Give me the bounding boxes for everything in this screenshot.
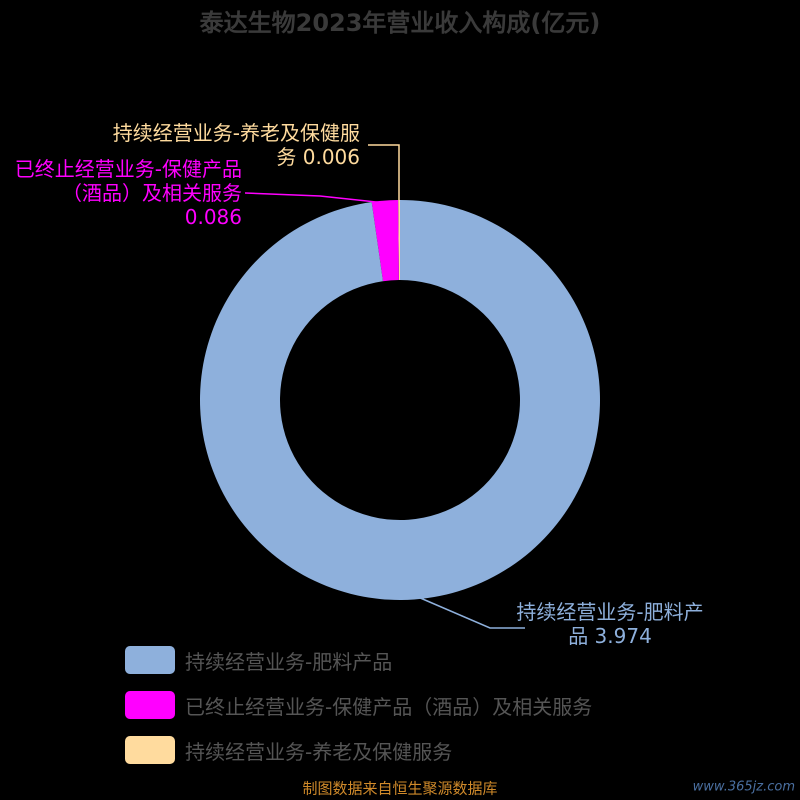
legend-item: 持续经营业务-肥料产品 bbox=[125, 645, 392, 675]
label-name: 已终止经营业务-保健产品（酒品）及相关服务 bbox=[14, 157, 242, 205]
label-name: 持续经营业务-肥料产品 bbox=[516, 600, 704, 648]
label-value: 3.974 bbox=[594, 624, 652, 648]
donut-slice bbox=[371, 200, 399, 282]
watermark: www.365jz.com bbox=[693, 780, 795, 795]
legend-swatch bbox=[125, 691, 175, 719]
donut-slice bbox=[398, 200, 400, 281]
donut-slice bbox=[199, 200, 600, 601]
legend-label: 已终止经营业务-保健产品（酒品）及相关服务 bbox=[185, 694, 593, 719]
data-label: 持续经营业务-养老及保健服务 0.006 bbox=[110, 121, 360, 169]
legend-swatch bbox=[125, 646, 175, 674]
leader-line bbox=[368, 144, 400, 200]
legend-item: 持续经营业务-养老及保健服务 bbox=[125, 735, 452, 765]
legend-swatch bbox=[125, 736, 175, 764]
label-value: 0.006 bbox=[302, 145, 360, 169]
legend-label: 持续经营业务-肥料产品 bbox=[185, 649, 393, 674]
data-label: 持续经营业务-肥料产品 3.974 bbox=[510, 600, 710, 648]
data-label: 已终止经营业务-保健产品（酒品）及相关服务 0.086 bbox=[0, 157, 242, 229]
legend-label: 持续经营业务-养老及保健服务 bbox=[185, 739, 453, 764]
source-note: 制图数据来自恒生聚源数据库 bbox=[302, 780, 497, 798]
leader-line bbox=[244, 192, 386, 204]
chart-title: 泰达生物2023年营业收入构成(亿元) bbox=[200, 9, 601, 37]
label-name: 持续经营业务-养老及保健服务 bbox=[112, 121, 360, 169]
leader-line bbox=[417, 596, 525, 629]
label-value: 0.086 bbox=[184, 205, 242, 229]
legend-item: 已终止经营业务-保健产品（酒品）及相关服务 bbox=[125, 690, 592, 720]
